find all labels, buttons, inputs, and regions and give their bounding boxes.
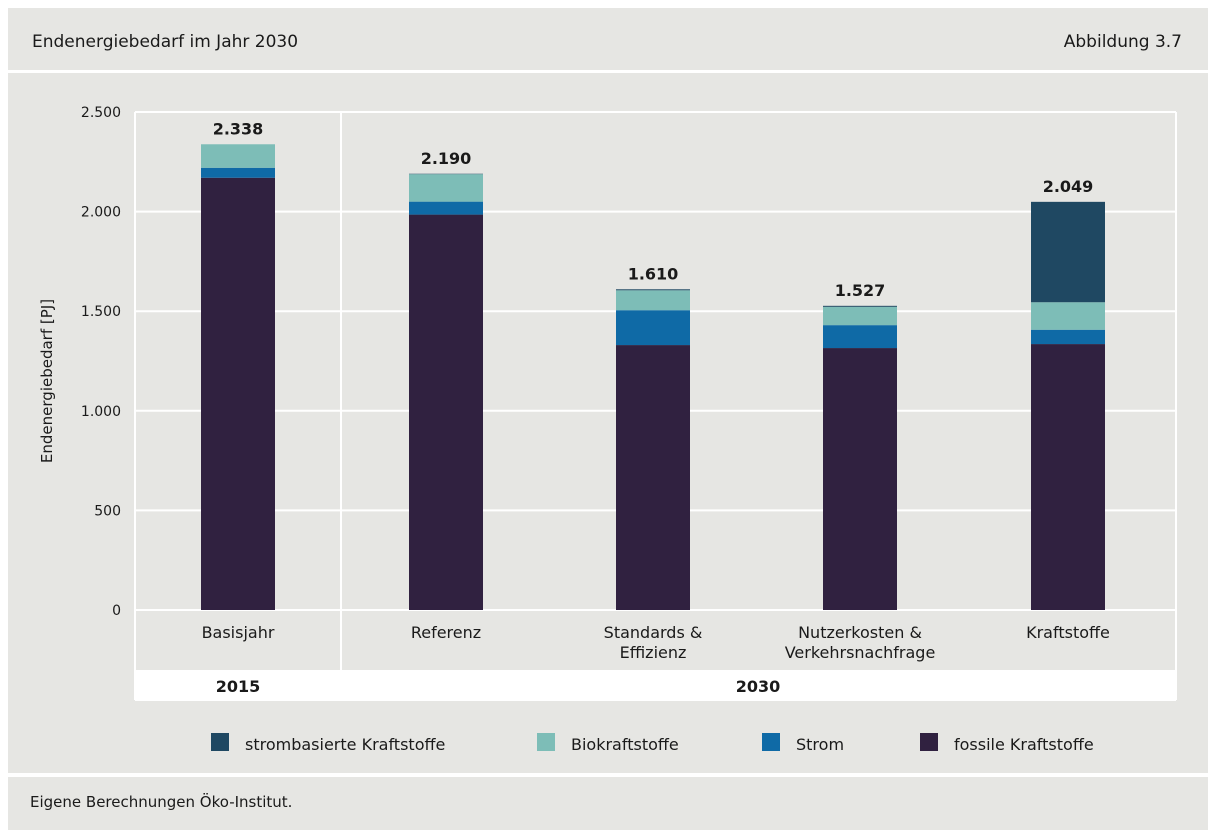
bar-segment [823, 348, 897, 610]
bar-segment [616, 345, 690, 610]
bar-total-label: 2.338 [213, 119, 264, 138]
y-tick-label: 2.000 [81, 205, 121, 221]
y-axis-title: Endenergiebedarf [PJ] [38, 299, 56, 463]
bar-segment [823, 325, 897, 349]
source-note: Eigene Berechnungen Öko-Institut. [30, 793, 293, 811]
bar-segment [616, 289, 690, 291]
header-band [8, 8, 1208, 70]
y-tick-label: 1.000 [81, 404, 121, 420]
bar-segment [1031, 329, 1105, 345]
figure-label: Abbildung 3.7 [1063, 32, 1182, 52]
legend-swatch [537, 733, 555, 751]
x-category-label: Effizienz [620, 643, 687, 662]
bar-total-label: 2.190 [421, 149, 472, 168]
bar-segment [409, 174, 483, 202]
x-category-label: Kraftstoffe [1026, 623, 1110, 642]
bar-segment [1031, 302, 1105, 330]
x-group-label: 2030 [736, 677, 781, 696]
x-category-label: Standards & [604, 623, 703, 642]
legend-label: Biokraftstoffe [571, 735, 679, 754]
y-tick-label: 1.500 [81, 304, 121, 320]
x-category-label: Verkehrsnachfrage [785, 643, 936, 662]
bar-segment [616, 310, 690, 346]
y-tick-label: 2.500 [81, 105, 121, 121]
legend-swatch [211, 733, 229, 751]
legend-swatch [762, 733, 780, 751]
chart-title: Endenergiebedarf im Jahr 2030 [32, 32, 299, 52]
bar-segment [616, 290, 690, 311]
bar-segment [409, 214, 483, 610]
bar-total-label: 1.610 [628, 264, 679, 283]
legend-label: fossile Kraftstoffe [954, 735, 1094, 754]
x-category-label: Referenz [411, 623, 481, 642]
bar-segment [823, 305, 897, 307]
bar-segment [823, 306, 897, 326]
y-tick-label: 500 [94, 503, 121, 519]
bar-segment [201, 144, 275, 168]
bar-segment [201, 177, 275, 610]
x-category-label: Basisjahr [202, 623, 275, 642]
legend-swatch [920, 733, 938, 751]
bar-segment [1031, 201, 1105, 303]
bar-total-label: 2.049 [1043, 177, 1094, 196]
x-group-label: 2015 [216, 677, 261, 696]
footer-band [8, 777, 1208, 830]
category-band [135, 610, 1176, 668]
bar-segment [1031, 344, 1105, 610]
bar-segment [201, 167, 275, 178]
year-band [135, 670, 1176, 701]
y-tick-label: 0 [112, 603, 121, 619]
bar-segment [409, 201, 483, 215]
legend-label: strombasierte Kraftstoffe [245, 735, 445, 754]
legend-label: Strom [796, 735, 844, 754]
bar-total-label: 1.527 [835, 281, 886, 300]
x-category-label: Nutzerkosten & [798, 623, 922, 642]
